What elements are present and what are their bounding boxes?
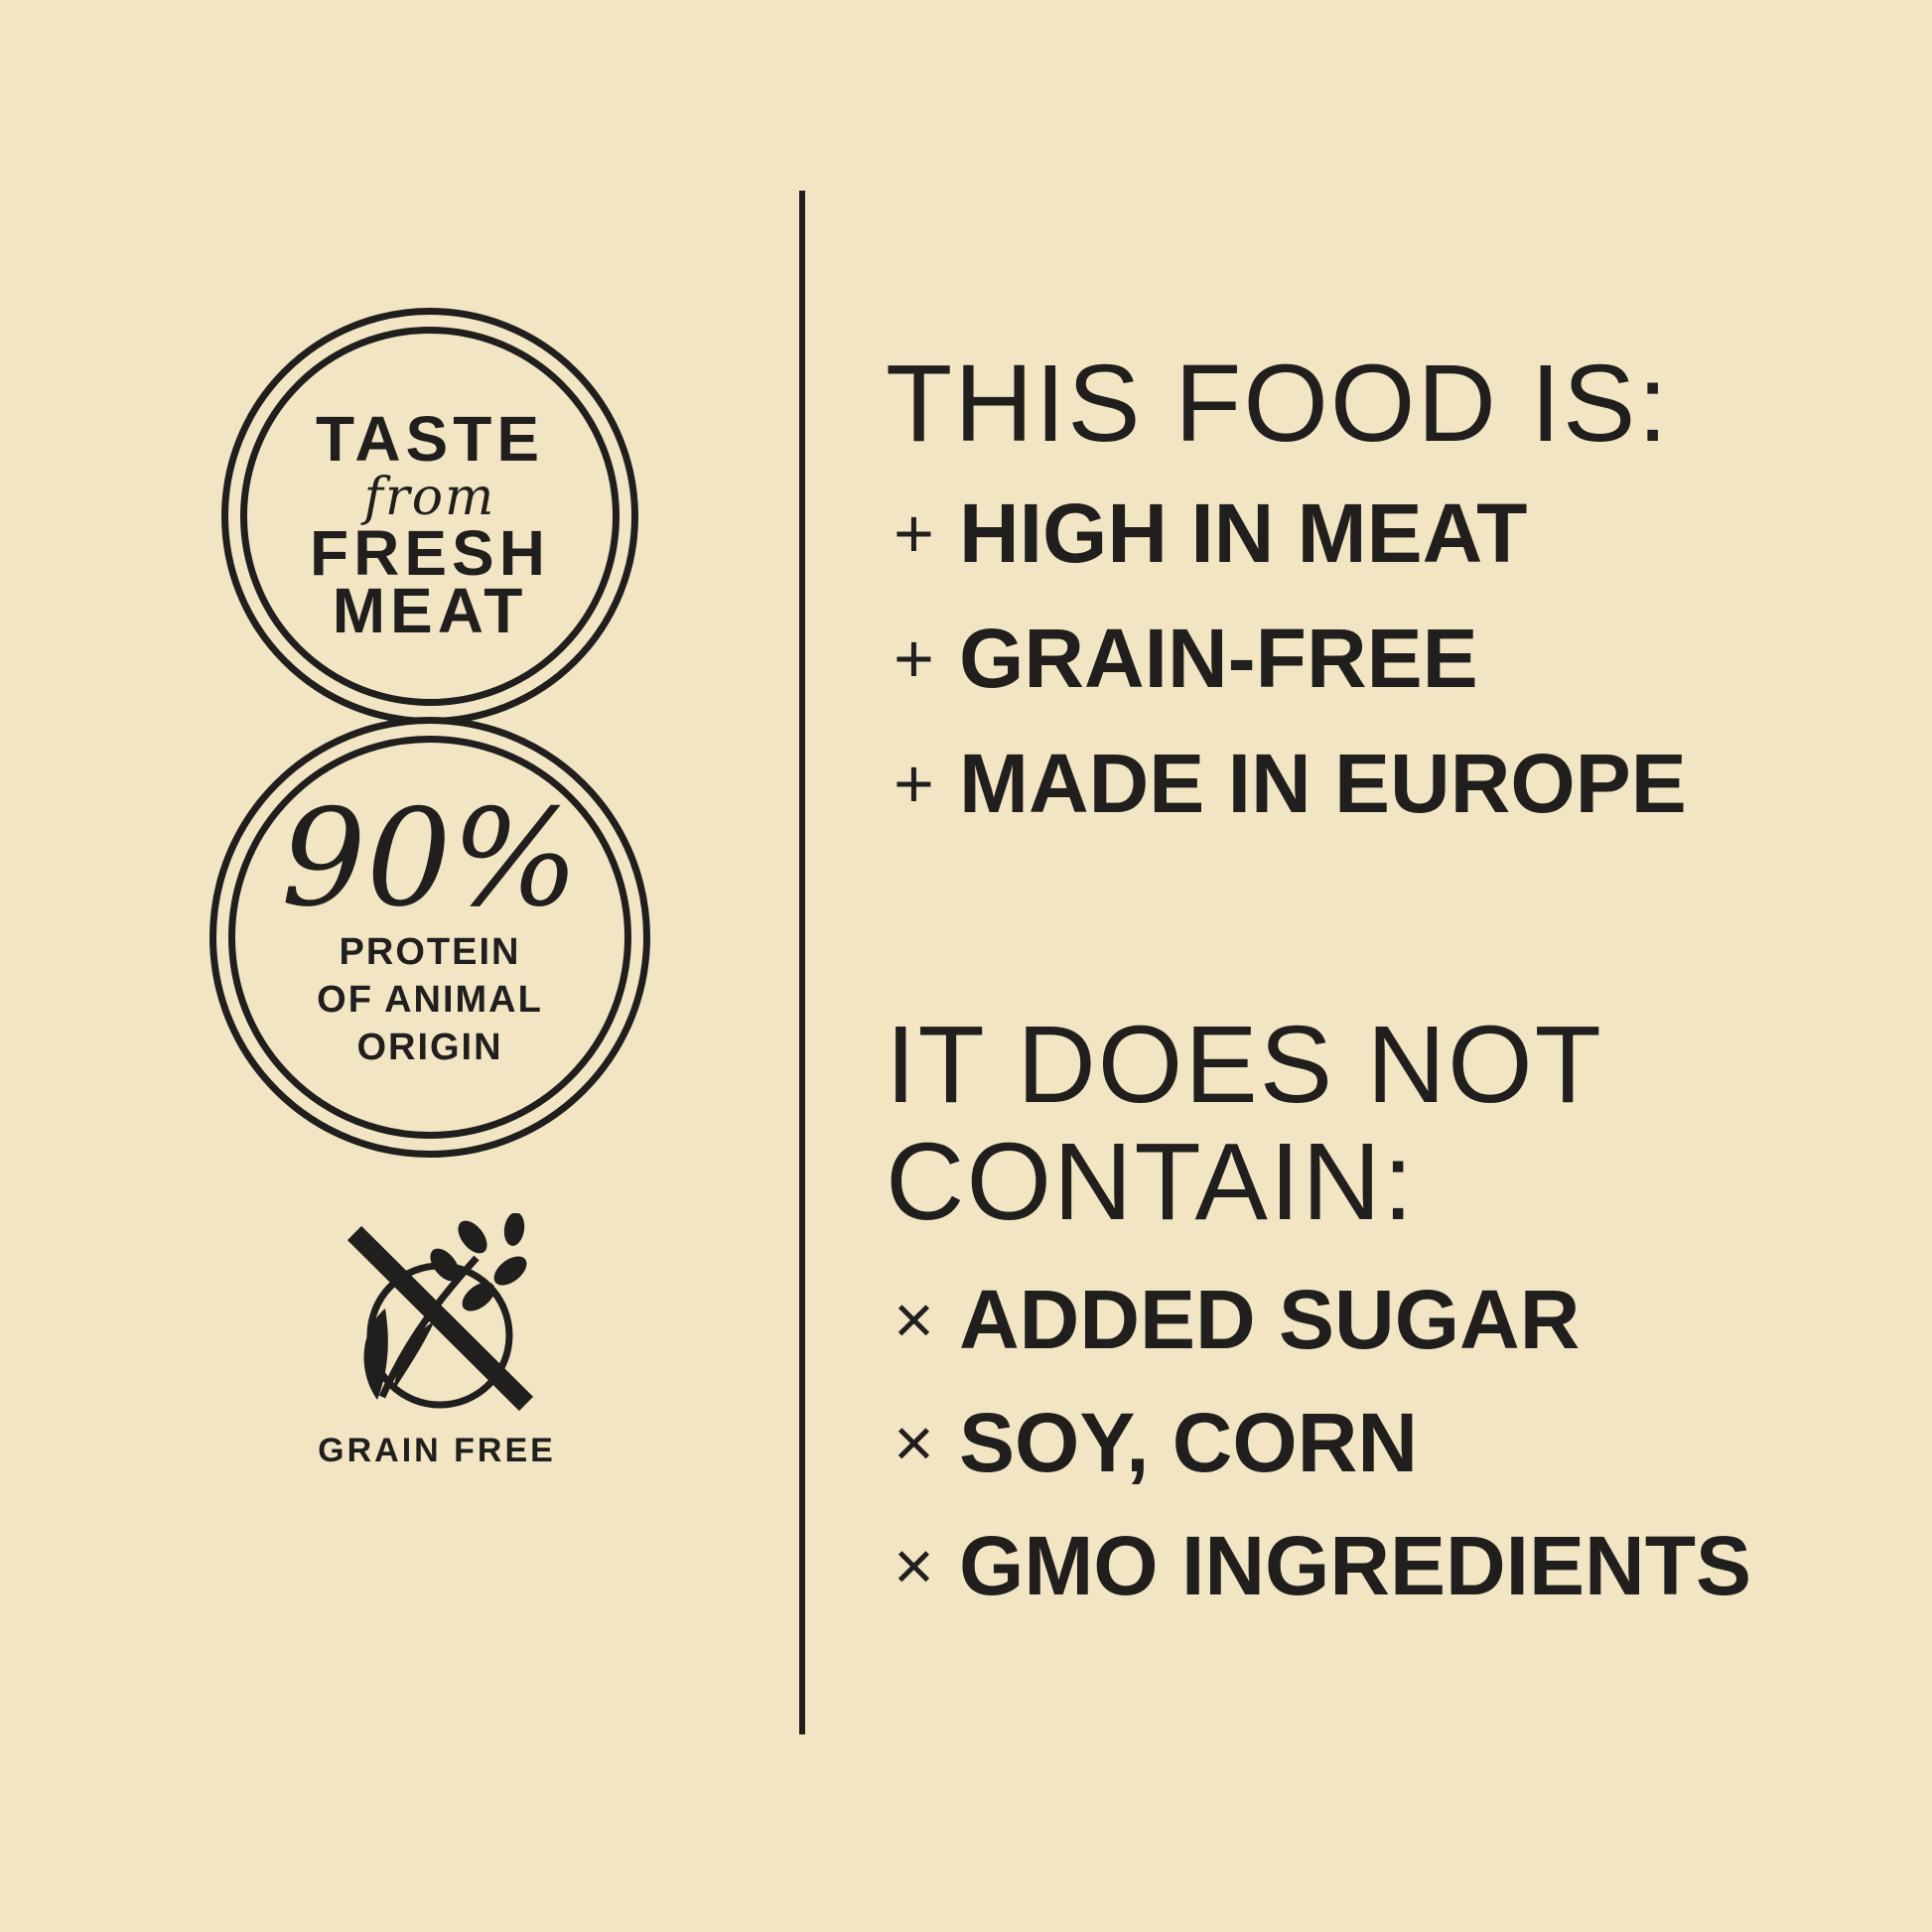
- wheat-leaf-left: [363, 1309, 388, 1400]
- wheat-seed: [458, 1220, 487, 1254]
- positive-item-label: GRAIN-FREE: [959, 612, 1478, 705]
- taste-line: TASTE: [315, 403, 545, 475]
- badge-inner-ring: [240, 327, 620, 706]
- wheat-seed: [503, 1212, 525, 1246]
- of-animal-line: OF ANIMAL: [317, 979, 543, 1021]
- negatives-list: × ADDED SUGAR × SOY, CORN × GMO INGREDIE…: [886, 1277, 1751, 1646]
- grain-free-label: GRAIN FREE: [318, 1432, 556, 1469]
- protein-badge-text: 90% PROTEIN OF ANIMAL ORIGIN: [280, 780, 580, 1071]
- positive-item-label: MADE IN EUROPE: [959, 737, 1687, 830]
- list-item: + HIGH IN MEAT: [886, 490, 1687, 576]
- wheat-seed: [430, 1248, 460, 1282]
- from-line: from: [363, 468, 496, 527]
- wheat-seed: [493, 1256, 527, 1286]
- negative-item-label: ADDED SUGAR: [959, 1273, 1581, 1366]
- grain-free-icon: [328, 1212, 556, 1417]
- plus-icon: +: [894, 620, 934, 697]
- cross-icon: ×: [894, 1527, 934, 1604]
- plus-icon: +: [894, 745, 934, 822]
- positives-list: + HIGH IN MEAT + GRAIN-FREE + MADE IN EU…: [886, 490, 1687, 866]
- taste-badge-text: TASTE from FRESH MEAT: [310, 393, 550, 646]
- negatives-heading-line2: CONTAIN:: [886, 1121, 1416, 1243]
- positive-item-label: HIGH IN MEAT: [959, 486, 1528, 580]
- cross-icon: ×: [894, 1281, 934, 1358]
- positives-heading: THIS FOOD IS:: [886, 343, 1670, 465]
- wheat-stalk: [378, 1255, 480, 1399]
- negative-item-label: GMO INGREDIENTS: [959, 1519, 1752, 1612]
- negative-item-label: SOY, CORN: [959, 1396, 1419, 1489]
- protein-percentage: 90%: [280, 780, 580, 936]
- list-item: × GMO INGREDIENTS: [886, 1523, 1751, 1608]
- origin-line: ORIGIN: [356, 1027, 503, 1068]
- plus-icon: +: [894, 494, 934, 572]
- wheat-leaf-right: [393, 1320, 435, 1392]
- protein-line: PROTEIN: [339, 931, 521, 973]
- list-item: + MADE IN EUROPE: [886, 741, 1687, 826]
- list-item: × SOY, CORN: [886, 1400, 1751, 1485]
- cross-icon: ×: [894, 1404, 934, 1481]
- badge-inner-ring: [228, 736, 631, 1139]
- meat-line: MEAT: [332, 575, 528, 646]
- protein-origin-badge: 90% PROTEIN OF ANIMAL ORIGIN: [209, 717, 650, 1158]
- negatives-heading-line1: IT DOES NOT: [886, 1004, 1603, 1126]
- vertical-divider: [799, 191, 805, 1734]
- negatives-heading: IT DOES NOT CONTAIN:: [886, 1007, 1603, 1241]
- list-item: × ADDED SUGAR: [886, 1277, 1751, 1362]
- fresh-line: FRESH: [310, 517, 550, 589]
- taste-fresh-meat-badge: TASTE from FRESH MEAT: [221, 308, 638, 725]
- slash: [346, 1225, 534, 1412]
- wheat-seed: [462, 1282, 495, 1311]
- list-item: + GRAIN-FREE: [886, 616, 1687, 701]
